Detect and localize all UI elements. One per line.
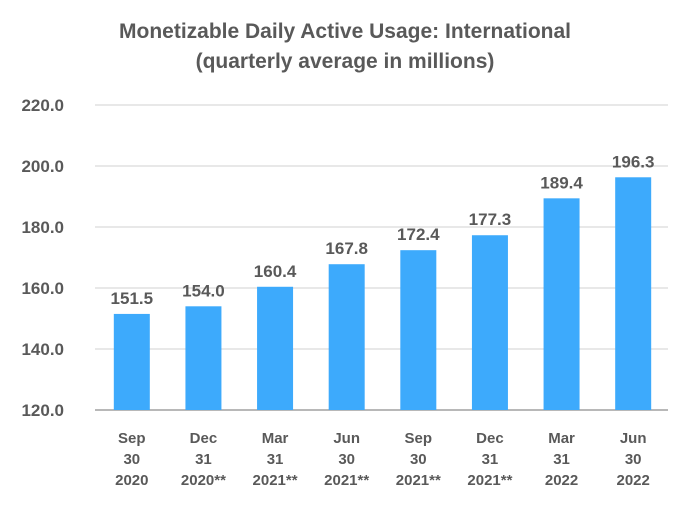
x-tick-label: 30 [410, 451, 427, 468]
x-tick-label: Jun [333, 430, 360, 447]
x-tick-label: 30 [625, 451, 642, 468]
x-tick-label: 2020** [181, 472, 226, 489]
data-label: 167.8 [325, 239, 368, 258]
chart-title-line-1: Monetizable Daily Active Usage: Internat… [119, 20, 571, 43]
x-tick-label: Jun [620, 430, 647, 447]
x-tick-label: 2021** [467, 472, 512, 489]
data-label: 160.4 [254, 262, 297, 281]
bar [471, 235, 508, 410]
x-tick-label: 2020 [115, 472, 148, 489]
x-tick-label: 2021** [324, 472, 369, 489]
x-tick-label: Sep [405, 430, 433, 447]
x-tick-label: 30 [338, 451, 355, 468]
data-label: 177.3 [469, 210, 512, 229]
data-label: 151.5 [111, 289, 154, 308]
x-tick-label: 31 [267, 451, 284, 468]
chart-title-line-2: (quarterly average in millions) [196, 50, 495, 73]
bar [257, 286, 294, 410]
y-tick-label: 160.0 [21, 279, 64, 298]
x-tick-label: 30 [123, 451, 140, 468]
x-tick-label: Dec [190, 430, 218, 447]
bar [185, 306, 222, 410]
data-label: 154.0 [182, 281, 225, 300]
x-tick-label: 2022 [545, 472, 578, 489]
x-tick-label: Mar [548, 430, 575, 447]
x-tick-label: 2021** [396, 472, 441, 489]
bar [113, 313, 150, 410]
bar [543, 198, 580, 410]
bar [615, 177, 652, 410]
data-label: 196.3 [612, 152, 655, 171]
y-tick-label: 220.0 [21, 96, 64, 115]
data-label: 189.4 [540, 173, 583, 192]
x-tick-label: 2021** [253, 472, 298, 489]
x-tick-label: 31 [195, 451, 212, 468]
x-tick-label: Mar [262, 430, 289, 447]
x-tick-label: 2022 [617, 472, 650, 489]
y-tick-label: 200.0 [21, 157, 64, 176]
x-tick-label: 31 [553, 451, 570, 468]
x-tick-label: Dec [476, 430, 504, 447]
x-tick-label: Sep [118, 430, 146, 447]
y-tick-label: 120.0 [21, 401, 64, 420]
bar [328, 264, 365, 410]
y-tick-label: 140.0 [21, 340, 64, 359]
data-label: 172.4 [397, 225, 440, 244]
y-tick-label: 180.0 [21, 218, 64, 237]
x-tick-label: 31 [482, 451, 499, 468]
bar [400, 250, 437, 410]
